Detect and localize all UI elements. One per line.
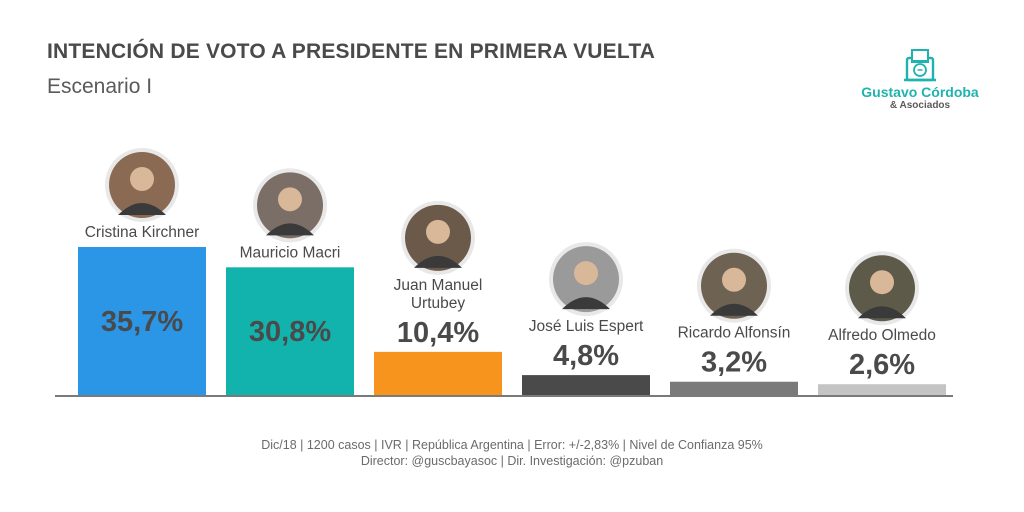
chart-subtitle: Escenario I [47,75,153,98]
chart-title: INTENCIÓN DE VOTO A PRESIDENTE EN PRIMER… [47,40,656,63]
category-label: Alfredo Olmedo [828,327,936,344]
avatar-shoulders [858,306,906,319]
data-label: 3,2% [701,347,767,379]
category-label: José Luis Espert [529,318,644,335]
bar [374,351,502,395]
avatar-face [870,270,894,295]
avatar-face [722,267,746,292]
data-label: 35,7% [101,306,183,338]
data-label: 2,6% [849,349,915,381]
bar [522,375,650,395]
data-label: 10,4% [397,317,479,349]
bar [670,381,798,395]
logo-name: Gustavo Córdoba [861,84,979,100]
footer-methodology: Dic/18 | 1200 casos | IVR | República Ar… [261,438,763,452]
logo-subtitle: & Asociados [889,100,951,111]
category-label: Juan Manuel [394,277,483,294]
bar-chart: 35,7% Cristina Kirchner 30,8% Mauricio Macr… [55,148,953,397]
brand-logo: Gustavo Córdoba & Asociados [852,46,988,116]
ballot-box-icon [904,49,936,82]
avatar-face [278,187,302,212]
avatar-face [426,219,450,244]
category-label: Ricardo Alfonsín [678,325,791,342]
data-label: 30,8% [249,316,331,348]
category-label: Urtubey [411,295,466,312]
avatar-shoulders [710,303,758,316]
bar [78,247,206,395]
bar [818,384,946,395]
avatar-shoulders [414,255,462,268]
avatar-shoulders [266,223,314,236]
avatar-shoulders [562,297,610,310]
avatar-face [574,261,598,286]
footer-credits: Director: @guscbayasoc | Dir. Investigac… [360,454,664,468]
category-label: Mauricio Macri [240,244,341,261]
data-label: 4,8% [553,340,619,372]
bar [226,267,354,395]
avatar-face [130,167,154,191]
avatar-shoulders [118,203,166,215]
category-label: Cristina Kirchner [85,224,200,241]
